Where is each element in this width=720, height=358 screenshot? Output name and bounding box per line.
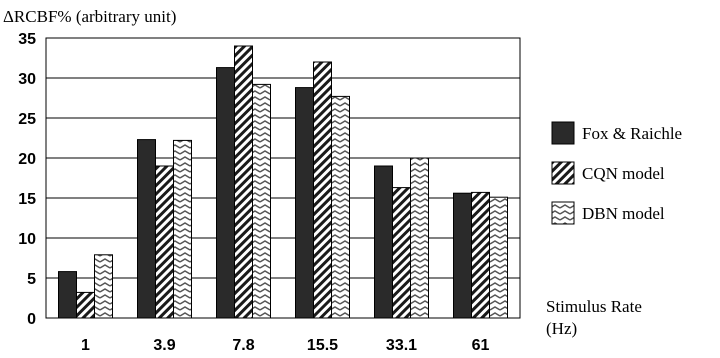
x-tick-label: 7.8: [232, 337, 254, 354]
y-tick-label: 10: [18, 231, 36, 248]
x-tick-label: 61: [472, 337, 490, 354]
legend-swatch: [551, 161, 575, 185]
bar: [58, 271, 77, 319]
bar: [173, 139, 192, 319]
bar: [392, 187, 411, 319]
x-axis-title-line1: Stimulus Rate: [546, 297, 642, 316]
bar: [234, 45, 253, 319]
x-tick-label: 3.9: [153, 337, 175, 354]
y-axis-title: ΔRCBF% (arbitrary unit): [3, 7, 176, 26]
x-axis-title-line2: (Hz): [546, 319, 577, 338]
plot-frame: [45, 37, 521, 319]
y-tick-label: 15: [18, 191, 36, 208]
y-tick-label: 35: [18, 31, 36, 48]
legend-swatch: [551, 201, 575, 225]
x-tick-label: 33.1: [386, 337, 417, 354]
bar: [313, 61, 332, 319]
bar: [216, 67, 235, 319]
bar: [471, 191, 490, 319]
legend: Fox & Raichle CQN model DBN model: [551, 121, 682, 225]
bar: [295, 87, 314, 319]
legend-label: Fox & Raichle: [582, 124, 682, 143]
legend-label: DBN model: [582, 204, 665, 223]
bar: [155, 165, 174, 319]
x-tick-label: 15.5: [307, 337, 338, 354]
bar: [331, 95, 350, 319]
bar: [453, 192, 472, 319]
y-tick-label: 20: [18, 151, 36, 168]
bar: [76, 291, 95, 319]
bar: [94, 254, 113, 319]
plot-area: 0 5 10 15 20 25 30 35 1 3.9 7.8 15.5 33.1 61: [18, 31, 521, 354]
y-tick-label: 30: [18, 71, 36, 88]
x-tick-label: 1: [81, 337, 90, 354]
legend-label: CQN model: [582, 164, 665, 183]
bar: [410, 157, 429, 319]
y-tick-label: 0: [27, 311, 36, 328]
bar: [252, 83, 271, 319]
bar: [137, 139, 156, 319]
legend-swatch: [551, 121, 575, 145]
bar: [489, 196, 508, 319]
y-tick-label: 25: [18, 111, 36, 128]
bar: [374, 165, 393, 319]
y-tick-label: 5: [27, 271, 36, 288]
